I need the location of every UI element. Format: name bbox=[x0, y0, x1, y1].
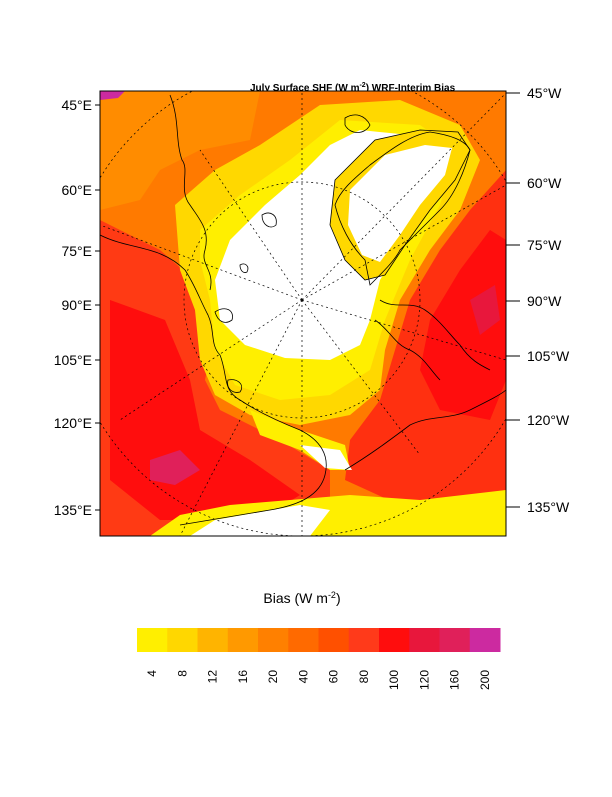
colorbar-swatch bbox=[439, 628, 471, 652]
label-90e: 90°E bbox=[61, 297, 92, 313]
colorbar-swatch bbox=[258, 628, 289, 652]
label-75w: 75°W bbox=[527, 237, 562, 253]
pacific-pale-patch bbox=[300, 445, 352, 470]
colorbar-tick-label: 100 bbox=[387, 670, 401, 690]
label-45e: 45°E bbox=[61, 97, 92, 113]
coastlines bbox=[100, 94, 506, 526]
colorbar-swatch bbox=[227, 628, 259, 652]
colorbar-swatch bbox=[288, 628, 319, 652]
label-135e: 135°E bbox=[54, 502, 92, 518]
map-title: July Surface SHF (W m-2) WRF-Interim Bia… bbox=[250, 82, 456, 94]
right-axis-labels: 45°W 60°W 75°W 90°W 105°W 120°W 135°W bbox=[506, 85, 570, 515]
topleft-magenta-corner bbox=[100, 91, 125, 100]
colorbar-swatch bbox=[379, 628, 410, 652]
colorbar-labels: 4 8 12 16 20 40 60 80 100 120 160 200 bbox=[145, 670, 492, 690]
label-120w: 120°W bbox=[527, 412, 570, 428]
colorbar-swatch bbox=[167, 628, 198, 652]
label-60e: 60°E bbox=[61, 182, 92, 198]
north-america-high-bias bbox=[345, 170, 506, 505]
label-45w: 45°W bbox=[527, 85, 562, 101]
colorbar-tick-label: 40 bbox=[296, 670, 310, 684]
map-frame bbox=[99, 90, 507, 537]
colorbar-tick-label: 120 bbox=[417, 670, 431, 690]
colorbar-swatch bbox=[469, 628, 501, 652]
label-105w: 105°W bbox=[527, 348, 570, 364]
label-135w: 135°W bbox=[527, 499, 570, 515]
bottom-white-strip bbox=[190, 505, 330, 536]
label-75e: 75°E bbox=[61, 243, 92, 259]
label-120e: 120°E bbox=[54, 415, 92, 431]
colorbar-tick-label: 8 bbox=[175, 670, 189, 677]
colorbar-tick-label: 160 bbox=[448, 670, 462, 690]
label-105e: 105°E bbox=[54, 352, 92, 368]
colorbar-tick-label: 4 bbox=[145, 670, 159, 677]
colorbar bbox=[137, 628, 501, 652]
colorbar-tick-label: 16 bbox=[236, 670, 250, 684]
colorbar-swatch bbox=[348, 628, 380, 652]
magenta-patch-siberia bbox=[150, 450, 200, 485]
colorbar-tick-label: 60 bbox=[327, 670, 341, 684]
colorbar-tick-label: 12 bbox=[206, 670, 220, 684]
canada-peak-bias bbox=[420, 230, 506, 420]
colorbar-swatch bbox=[318, 628, 350, 652]
magenta-patch-canada bbox=[470, 285, 500, 335]
colorbar-tick-label: 20 bbox=[266, 670, 280, 684]
colorbar-swatch bbox=[137, 628, 168, 652]
label-60w: 60°W bbox=[527, 175, 562, 191]
label-90w: 90°W bbox=[527, 293, 562, 309]
left-axis-labels: 45°E 60°E 75°E 90°E 105°E 120°E 135°E bbox=[54, 97, 100, 518]
bias-map bbox=[100, 91, 506, 536]
colorbar-tick-label: 80 bbox=[357, 670, 371, 684]
graticule bbox=[100, 91, 506, 536]
colorbar-swatch bbox=[197, 628, 229, 652]
colorbar-title: Bias (W m-2) bbox=[263, 590, 340, 606]
colorbar-swatch bbox=[409, 628, 440, 652]
colorbar-tick-label: 200 bbox=[478, 670, 492, 690]
